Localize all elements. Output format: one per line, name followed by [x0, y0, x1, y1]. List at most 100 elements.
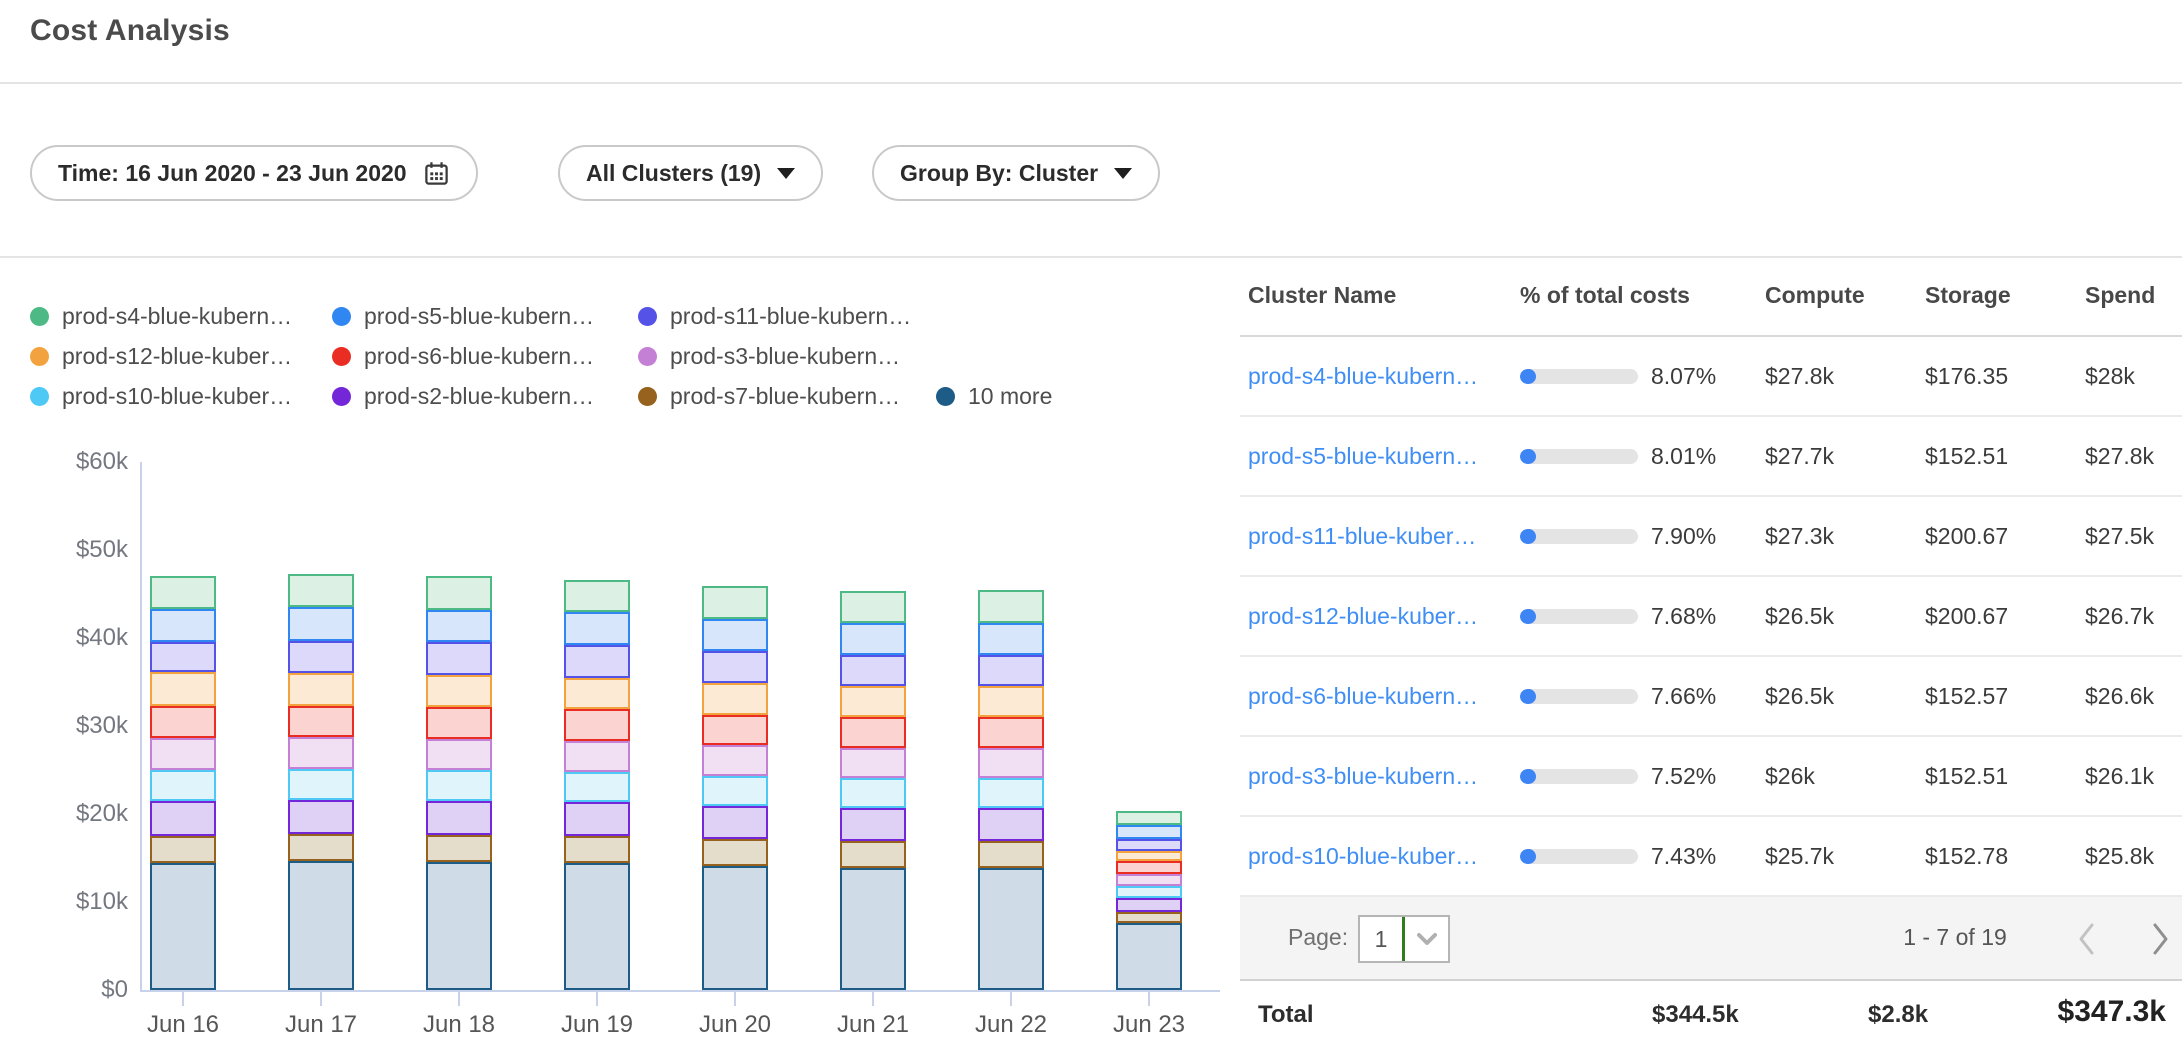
cluster-name-link[interactable]: prod-s6-blue-kubern… — [1248, 683, 1478, 709]
group-by-dropdown[interactable]: Group By: Cluster — [872, 145, 1160, 201]
bar-segment-s12[interactable] — [150, 672, 216, 705]
bar-segment-more10[interactable] — [978, 868, 1044, 990]
bar-segment-s12[interactable] — [564, 678, 630, 710]
bar-segment-s7[interactable] — [288, 834, 354, 861]
bar-segment-s6[interactable] — [288, 706, 354, 738]
bar-segment-s4[interactable] — [702, 586, 768, 619]
bar-segment-s11[interactable] — [564, 645, 630, 678]
bar-segment-more10[interactable] — [150, 863, 216, 990]
bar-segment-s2[interactable] — [564, 802, 630, 835]
bar-segment-s5[interactable] — [840, 623, 906, 655]
bar-segment-more10[interactable] — [702, 866, 768, 990]
bar-segment-s4[interactable] — [1116, 811, 1182, 824]
stacked-bar-jun-19[interactable] — [564, 580, 630, 990]
bar-segment-s11[interactable] — [1116, 839, 1182, 851]
bar-segment-s11[interactable] — [840, 655, 906, 687]
bar-segment-s7[interactable] — [840, 841, 906, 867]
stacked-bar-jun-17[interactable] — [288, 574, 354, 990]
bar-segment-s7[interactable] — [978, 841, 1044, 867]
bar-segment-s5[interactable] — [978, 623, 1044, 655]
bar-segment-s11[interactable] — [426, 642, 492, 675]
bar-segment-s6[interactable] — [564, 709, 630, 741]
bar-segment-more10[interactable] — [1116, 923, 1182, 990]
bar-segment-s6[interactable] — [702, 715, 768, 746]
bar-segment-s7[interactable] — [1116, 912, 1182, 923]
bar-segment-more10[interactable] — [840, 868, 906, 990]
bar-segment-s4[interactable] — [564, 580, 630, 613]
bar-segment-s10[interactable] — [1116, 886, 1182, 898]
bar-segment-s4[interactable] — [978, 590, 1044, 623]
stacked-bar-jun-16[interactable] — [150, 576, 216, 990]
legend-item-s11[interactable]: prod-s11-blue-kubern… — [638, 303, 936, 330]
stacked-bar-jun-18[interactable] — [426, 576, 492, 990]
bar-segment-s2[interactable] — [288, 800, 354, 834]
bar-segment-s12[interactable] — [978, 686, 1044, 717]
legend-item-s10[interactable]: prod-s10-blue-kuber… — [30, 383, 332, 410]
bar-segment-s5[interactable] — [702, 619, 768, 652]
bar-segment-more10[interactable] — [426, 862, 492, 990]
bar-segment-s2[interactable] — [978, 808, 1044, 841]
bar-segment-s6[interactable] — [1116, 861, 1182, 874]
bar-segment-s11[interactable] — [978, 655, 1044, 687]
bar-segment-s3[interactable] — [288, 737, 354, 769]
bar-segment-s5[interactable] — [1116, 825, 1182, 839]
bar-segment-s7[interactable] — [426, 835, 492, 862]
legend-item-s6[interactable]: prod-s6-blue-kubern… — [332, 343, 638, 370]
bar-segment-s5[interactable] — [150, 609, 216, 642]
bar-segment-s3[interactable] — [840, 748, 906, 778]
bar-segment-s3[interactable] — [702, 745, 768, 776]
page-select[interactable]: 1 — [1358, 915, 1450, 963]
bar-segment-s6[interactable] — [978, 717, 1044, 748]
cluster-name-link[interactable]: prod-s4-blue-kubern… — [1248, 363, 1478, 389]
bar-segment-s12[interactable] — [288, 673, 354, 706]
bar-segment-s5[interactable] — [426, 610, 492, 643]
bar-segment-s10[interactable] — [840, 778, 906, 808]
bar-segment-more10[interactable] — [564, 863, 630, 990]
bar-segment-s10[interactable] — [288, 769, 354, 800]
bar-segment-s11[interactable] — [288, 641, 354, 674]
legend-item-s3[interactable]: prod-s3-blue-kubern… — [638, 343, 936, 370]
cluster-filter-dropdown[interactable]: All Clusters (19) — [558, 145, 823, 201]
cluster-name-link[interactable]: prod-s5-blue-kubern… — [1248, 443, 1478, 469]
bar-segment-s4[interactable] — [288, 574, 354, 607]
bar-segment-s3[interactable] — [150, 738, 216, 770]
cluster-name-link[interactable]: prod-s11-blue-kuber… — [1248, 523, 1476, 549]
stacked-bar-jun-23[interactable] — [1116, 811, 1182, 990]
legend-item-s4[interactable]: prod-s4-blue-kubern… — [30, 303, 332, 330]
bar-segment-s12[interactable] — [426, 675, 492, 708]
bar-segment-s10[interactable] — [564, 772, 630, 803]
bar-segment-s10[interactable] — [978, 778, 1044, 808]
next-page-button[interactable] — [2148, 921, 2172, 962]
stacked-bar-jun-22[interactable] — [978, 590, 1044, 990]
legend-item-s5[interactable]: prod-s5-blue-kubern… — [332, 303, 638, 330]
bar-segment-s7[interactable] — [564, 836, 630, 863]
bar-segment-s6[interactable] — [426, 707, 492, 739]
bar-segment-s7[interactable] — [150, 836, 216, 863]
bar-segment-s4[interactable] — [840, 591, 906, 623]
legend-item-s7[interactable]: prod-s7-blue-kubern… — [638, 383, 936, 410]
bar-segment-s2[interactable] — [702, 806, 768, 839]
bar-segment-s2[interactable] — [150, 801, 216, 836]
bar-segment-s11[interactable] — [150, 642, 216, 672]
bar-segment-s3[interactable] — [978, 748, 1044, 778]
bar-segment-s3[interactable] — [1116, 874, 1182, 886]
bar-segment-s11[interactable] — [702, 651, 768, 683]
bar-segment-s10[interactable] — [702, 776, 768, 806]
bar-segment-s7[interactable] — [702, 839, 768, 865]
legend-item-s12[interactable]: prod-s12-blue-kuber… — [30, 343, 332, 370]
time-range-button[interactable]: Time: 16 Jun 2020 - 23 Jun 2020 — [30, 145, 478, 201]
bar-segment-s4[interactable] — [426, 576, 492, 609]
bar-segment-s10[interactable] — [426, 770, 492, 801]
bar-segment-s12[interactable] — [702, 683, 768, 715]
bar-segment-s5[interactable] — [564, 612, 630, 645]
bar-segment-s10[interactable] — [150, 770, 216, 801]
bar-segment-s2[interactable] — [840, 808, 906, 841]
cluster-name-link[interactable]: prod-s3-blue-kubern… — [1248, 763, 1478, 789]
bar-segment-s12[interactable] — [840, 686, 906, 717]
legend-item-more10[interactable]: 10 more — [936, 383, 1052, 410]
bar-segment-s3[interactable] — [564, 741, 630, 772]
bar-segment-s2[interactable] — [1116, 898, 1182, 911]
bar-segment-s3[interactable] — [426, 739, 492, 770]
bar-segment-s12[interactable] — [1116, 851, 1182, 861]
previous-page-button[interactable] — [2075, 921, 2099, 962]
